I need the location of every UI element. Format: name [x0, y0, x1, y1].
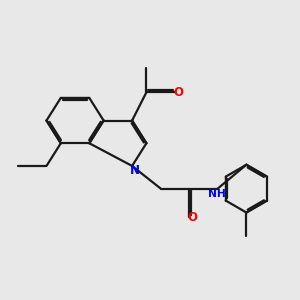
Text: O: O [188, 211, 198, 224]
Text: NH: NH [208, 189, 226, 199]
Text: O: O [173, 86, 184, 99]
Text: N: N [130, 164, 140, 177]
